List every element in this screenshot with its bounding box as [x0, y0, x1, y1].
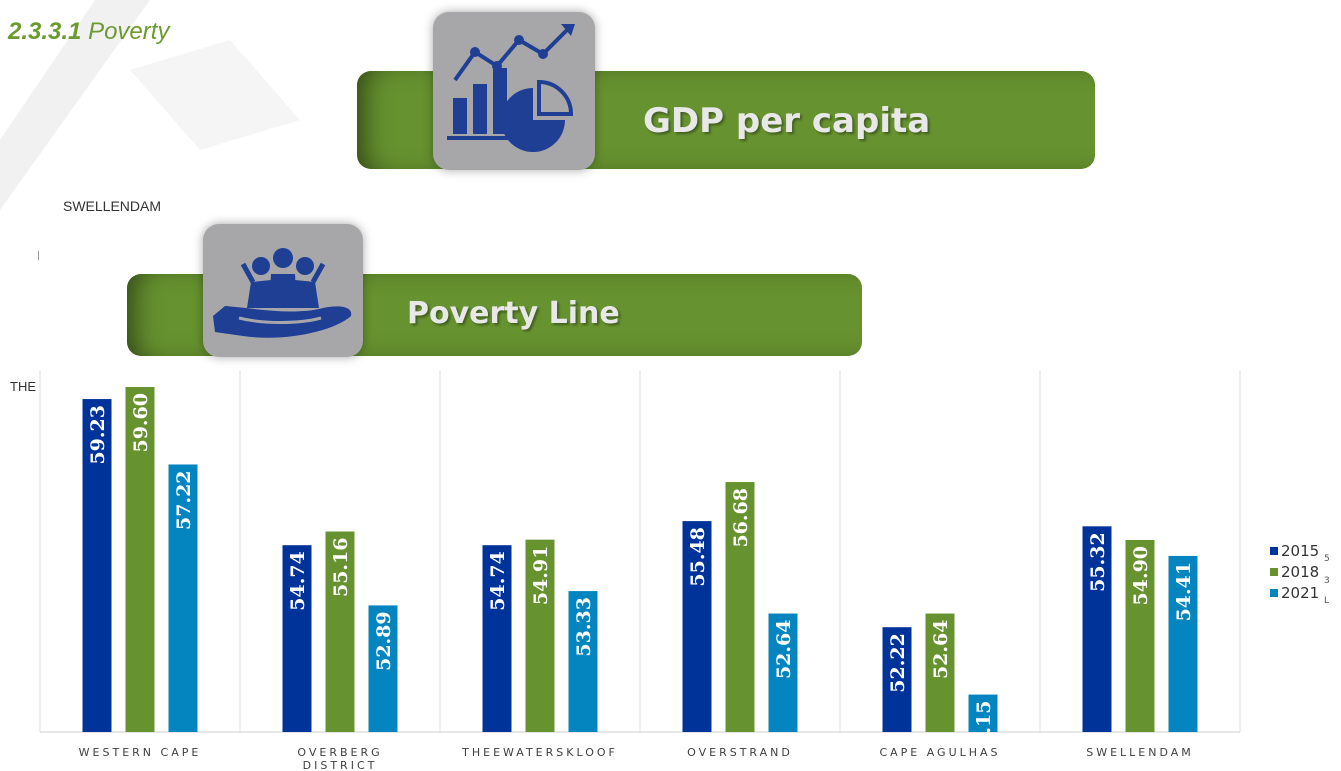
- legend-swatch-2018: [1270, 567, 1278, 576]
- legend-swatch-2015: [1270, 546, 1278, 555]
- data-label-2015-5: 55.32: [1087, 532, 1109, 592]
- stray-label-swellendam: SWELLENDAM: [63, 198, 162, 214]
- bar-2018-5: [1125, 539, 1155, 732]
- category-label-4: CAPE AGULHAS: [879, 746, 1000, 759]
- data-label-2021-3: 52.64: [773, 620, 795, 680]
- bar-2021-5: [1168, 555, 1198, 732]
- legend-label-2021: 2021: [1281, 583, 1320, 602]
- bar-2018-0: [125, 387, 155, 732]
- data-label-2021-4: 50.15: [973, 701, 995, 761]
- chart-legend: 2015 2018 2021 5 3 L: [1270, 540, 1330, 606]
- category-label-5: SWELLENDAM: [1086, 746, 1194, 759]
- people-in-hand-icon: [203, 224, 363, 357]
- legend-swatch-2021: [1270, 588, 1278, 597]
- data-label-2018-3: 56.68: [730, 488, 752, 548]
- bar-2018-3: [725, 482, 755, 732]
- data-label-2018-0: 59.60: [130, 393, 152, 453]
- bar-2015-0: [82, 399, 112, 732]
- stray-label-the: THE: [10, 379, 36, 394]
- bar-2015-1: [282, 545, 312, 732]
- data-label-2015-1: 54.74: [287, 551, 309, 611]
- category-label-0: WESTERN CAPE: [79, 746, 202, 759]
- legend-label-2018: 2018: [1281, 562, 1320, 581]
- data-label-2015-4: 52.22: [887, 633, 909, 693]
- bar-2015-4: [882, 627, 912, 732]
- section-heading: 2.3.3.1 Poverty: [8, 18, 169, 46]
- gdp-banner-label: GDP per capita: [643, 101, 931, 141]
- category-label-2: THEEWATERSKLOOF: [461, 746, 618, 759]
- bar-2021-3: [768, 613, 798, 732]
- chart-analytics-icon: [433, 12, 595, 170]
- bar-2015-2: [482, 545, 512, 732]
- data-label-2018-5: 54.90: [1130, 546, 1152, 606]
- data-label-2015-2: 54.74: [487, 551, 509, 611]
- legend-label-2015: 2015: [1281, 541, 1320, 560]
- poverty-line-bar-chart: 59.23 59.60 57.22 WESTERN CAPE 54.74 55.16 52.…: [39, 370, 1241, 771]
- bar-2021-0: [168, 464, 198, 732]
- data-label-2021-5: 54.41: [1173, 562, 1195, 622]
- legend-item-2015: 2015: [1270, 540, 1319, 561]
- poverty-banner-label: Poverty Line: [407, 296, 620, 331]
- legend-fragment: L: [1324, 596, 1330, 606]
- bar-2021-1: [368, 605, 398, 732]
- bar-2018-2: [525, 539, 555, 732]
- legend-fragment: 5: [1324, 554, 1330, 564]
- data-label-2015-3: 55.48: [687, 527, 709, 587]
- bar-2021-2: [568, 591, 598, 732]
- category-label-1: DISTRICT: [303, 759, 378, 771]
- legend-item-2021: 2021: [1270, 582, 1319, 603]
- data-label-2021-0: 57.22: [173, 470, 195, 530]
- data-label-2018-2: 54.91: [530, 546, 552, 606]
- bar-2021-4: [968, 694, 998, 732]
- category-label-3: OVERSTRAND: [687, 746, 793, 759]
- section-number: 2.3.3.1: [8, 18, 82, 45]
- data-label-2021-1: 52.89: [373, 611, 395, 671]
- data-label-2018-1: 55.16: [330, 538, 352, 598]
- section-title: Poverty: [88, 18, 170, 45]
- bar-2018-4: [925, 613, 955, 732]
- bar-2018-1: [325, 531, 355, 732]
- data-label-2021-2: 53.33: [573, 597, 595, 657]
- data-label-2018-4: 52.64: [930, 620, 952, 680]
- stray-tick-mark: [38, 251, 39, 260]
- bar-2015-5: [1082, 526, 1112, 732]
- data-label-2015-0: 59.23: [87, 405, 109, 465]
- legend-fragment: 3: [1324, 576, 1330, 586]
- bar-2015-3: [682, 521, 712, 732]
- legend-item-2018: 2018: [1270, 561, 1319, 582]
- category-label-1: OVERBERG: [297, 746, 382, 759]
